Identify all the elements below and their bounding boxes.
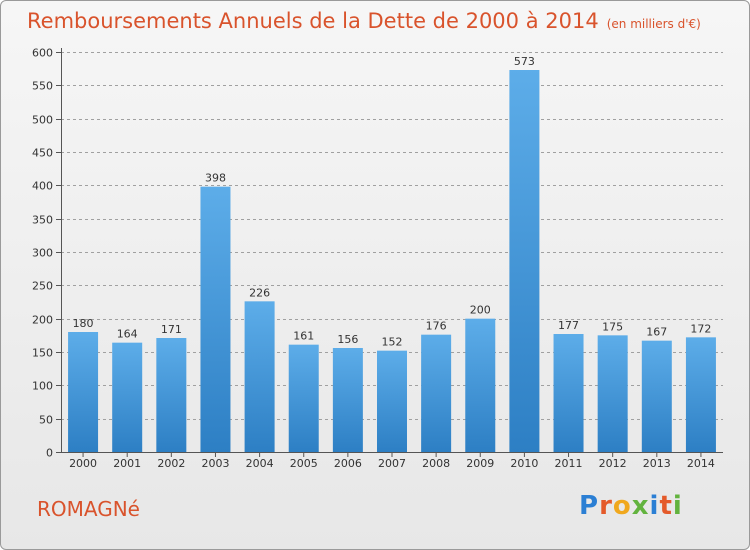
bar-2014[interactable] bbox=[685, 337, 716, 452]
bar-2004[interactable] bbox=[244, 301, 275, 452]
title-unit: (en milliers d'€) bbox=[606, 17, 701, 31]
x-tick-label: 2002 bbox=[157, 457, 185, 470]
x-tick-label: 2005 bbox=[290, 457, 318, 470]
x-tick-label: 2014 bbox=[687, 457, 715, 470]
y-tick-label: 300 bbox=[32, 247, 53, 260]
bar-2013[interactable] bbox=[641, 340, 672, 452]
data-label: 152 bbox=[382, 336, 403, 349]
bar-2009[interactable] bbox=[465, 318, 496, 452]
data-label: 200 bbox=[470, 304, 491, 317]
y-tick-label: 100 bbox=[32, 380, 53, 393]
data-label: 180 bbox=[73, 317, 94, 330]
x-tick-label: 2013 bbox=[643, 457, 671, 470]
bar-2010[interactable] bbox=[509, 70, 540, 452]
bar-2008[interactable] bbox=[421, 334, 452, 452]
x-tick-label: 2010 bbox=[510, 457, 538, 470]
x-tick-label: 2004 bbox=[246, 457, 274, 470]
data-label: 171 bbox=[161, 323, 182, 336]
bars bbox=[68, 70, 716, 452]
data-label: 167 bbox=[646, 326, 667, 339]
x-tick-label: 2001 bbox=[113, 457, 141, 470]
bar-2003[interactable] bbox=[200, 186, 231, 452]
logo-letter-t: t bbox=[659, 491, 673, 521]
logo-letter-i: i bbox=[649, 491, 660, 521]
y-tick-label: 150 bbox=[32, 347, 53, 360]
proxiti-logo[interactable]: Proxiti bbox=[579, 491, 683, 521]
bar-2000[interactable] bbox=[68, 332, 99, 452]
bar-2011[interactable] bbox=[553, 334, 584, 452]
data-label: 398 bbox=[205, 172, 226, 185]
bar-2001[interactable] bbox=[112, 342, 143, 452]
logo-letter-o: o bbox=[612, 491, 632, 521]
y-tick-label: 350 bbox=[32, 214, 53, 227]
bar-2012[interactable] bbox=[597, 335, 628, 452]
y-tick-label: 600 bbox=[32, 47, 53, 60]
data-label: 175 bbox=[602, 320, 623, 333]
commune-name: ROMAGNé bbox=[37, 497, 140, 521]
y-tick-label: 250 bbox=[32, 280, 53, 293]
y-tick-label: 0 bbox=[46, 447, 53, 460]
bar-2007[interactable] bbox=[377, 350, 407, 452]
logo-letter-i2: i bbox=[672, 491, 683, 521]
x-tick-label: 2003 bbox=[201, 457, 229, 470]
y-tick-label: 500 bbox=[32, 114, 53, 127]
data-label: 164 bbox=[117, 328, 138, 341]
data-label: 226 bbox=[249, 286, 270, 299]
y-tick-label: 450 bbox=[32, 147, 53, 160]
y-tick-label: 400 bbox=[32, 180, 53, 193]
y-tick-label: 50 bbox=[39, 414, 53, 427]
bar-2002[interactable] bbox=[156, 338, 187, 452]
title-text: Remboursements Annuels de la Dette de 20… bbox=[27, 9, 599, 33]
data-label: 172 bbox=[690, 322, 711, 335]
logo-letter-x: x bbox=[631, 491, 650, 521]
chart-title: Remboursements Annuels de la Dette de 20… bbox=[27, 9, 701, 33]
logo-letter-p: P bbox=[579, 491, 600, 521]
data-label: 176 bbox=[426, 320, 447, 333]
data-label: 573 bbox=[514, 55, 535, 68]
x-tick-label: 2009 bbox=[466, 457, 494, 470]
x-tick-label: 2007 bbox=[378, 457, 406, 470]
y-tick-label: 550 bbox=[32, 80, 53, 93]
data-label: 177 bbox=[558, 319, 579, 332]
data-label: 161 bbox=[293, 330, 314, 343]
logo-letter-r: r bbox=[599, 491, 613, 521]
bar-2006[interactable] bbox=[332, 348, 363, 452]
x-tick-label: 2000 bbox=[69, 457, 97, 470]
x-tick-label: 2012 bbox=[599, 457, 627, 470]
data-label: 156 bbox=[337, 333, 358, 346]
x-tick-label: 2008 bbox=[422, 457, 450, 470]
bar-2005[interactable] bbox=[288, 344, 319, 452]
labels: 180 2000 164 2001 171 2002 398 2003 226 2004 161 20… bbox=[69, 55, 715, 470]
x-tick-label: 2011 bbox=[555, 457, 583, 470]
axes: 0 50 100 150 200 250 300 350 400 450 500 550 600 bbox=[32, 47, 723, 460]
y-tick-label: 200 bbox=[32, 314, 53, 327]
x-tick-label: 2006 bbox=[334, 457, 362, 470]
